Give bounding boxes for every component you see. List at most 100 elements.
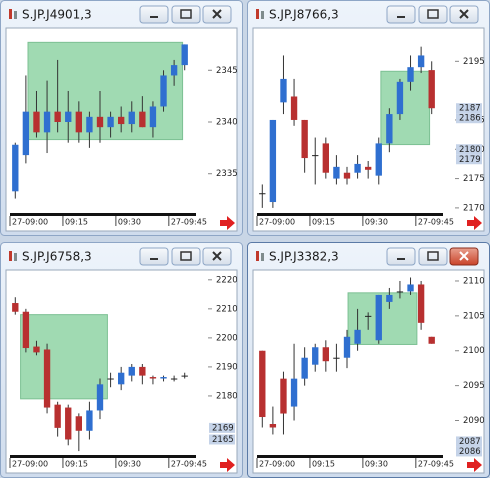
time-tick-label: 27-09:00 [259, 218, 295, 227]
candle-body [12, 144, 19, 192]
y-tick-label: 2110 [463, 276, 485, 286]
candle-body [170, 378, 178, 380]
chart-window: S.JP.J8766,3 27-09:00 09:15 09:30 27-09:45 21… [247, 0, 490, 236]
candle-body [396, 81, 404, 115]
candle-body [269, 424, 277, 428]
candle-body [118, 116, 125, 125]
y-tick-label: 2190 [216, 362, 238, 372]
scroll-arrow[interactable] [220, 216, 235, 230]
candle-body [301, 357, 308, 379]
price-label: 2180 [459, 145, 481, 155]
candle-body [118, 372, 125, 385]
candle-body [280, 78, 287, 103]
candle-body [375, 294, 382, 341]
window-title: S.JP.J6758,3 [22, 250, 92, 264]
restore-icon [427, 9, 439, 19]
y-tick-label: 2170 [463, 203, 485, 213]
candle-body [149, 377, 157, 379]
time-axis-bar [257, 213, 443, 216]
time-tick-label: 09:30 [365, 218, 388, 227]
candle-body [312, 347, 319, 365]
candle-body [259, 350, 266, 418]
minimize-button[interactable] [386, 247, 416, 266]
candle-body [386, 114, 393, 144]
chart-window: S.JP.J4901,3 27-09:00 09:15 09:30 27-09:45 23… [0, 0, 243, 236]
chart-area [252, 27, 485, 232]
window-icon [256, 9, 259, 19]
candle-body [343, 172, 351, 179]
candle-body [65, 111, 72, 122]
candle-body [22, 311, 30, 349]
y-tick-label: 2100 [463, 346, 485, 356]
candle-body [65, 407, 72, 440]
candle-body [139, 366, 146, 376]
minimize-button[interactable] [139, 247, 169, 266]
time-tick-label: 27-09:45 [418, 218, 454, 227]
candle-body [333, 166, 340, 179]
time-tick-label: 09:15 [65, 460, 88, 469]
price-label: 2165 [212, 435, 234, 445]
time-tick-label: 27-09:00 [12, 460, 48, 469]
candle-body [96, 116, 104, 128]
minimize-icon [397, 16, 405, 18]
window-icon [9, 9, 12, 19]
restore-icon [427, 251, 439, 261]
candle-body [86, 410, 93, 431]
scroll-arrow[interactable] [467, 216, 482, 230]
restore-button[interactable] [418, 5, 448, 24]
candle-body [75, 111, 82, 133]
candle-body [396, 291, 404, 293]
price-label-box [456, 446, 482, 457]
candle-body [160, 75, 167, 107]
minimize-button[interactable] [139, 5, 169, 24]
y-tick-label: 2095 [463, 381, 485, 391]
candle-body [301, 119, 308, 159]
candle-body [428, 336, 435, 344]
price-label-box [456, 144, 482, 155]
minimize-button[interactable] [386, 5, 416, 24]
window-icon [9, 251, 12, 261]
candle-body [280, 378, 287, 414]
candle-body [33, 111, 40, 133]
candle-body [354, 329, 361, 344]
restore-button[interactable] [418, 247, 448, 266]
scroll-arrow[interactable] [220, 458, 235, 472]
highlight-zone [347, 292, 418, 345]
y-tick-label: 2220 [216, 275, 238, 285]
candle-body [365, 166, 372, 170]
y-tick-label: 2340 [216, 118, 238, 128]
time-tick-label: 27-09:00 [259, 460, 295, 469]
window-icon [14, 11, 17, 19]
candle-body [290, 96, 298, 120]
time-tick-label: 27-09:00 [12, 218, 48, 227]
close-icon [212, 9, 222, 19]
time-tick-label: 27-09:45 [171, 460, 207, 469]
price-label: 2086 [459, 447, 481, 457]
candle-body [139, 111, 146, 128]
candle-body [181, 44, 188, 66]
candle-body [312, 155, 319, 157]
restore-button[interactable] [171, 5, 201, 24]
price-label-box [209, 434, 235, 445]
close-icon [459, 251, 469, 261]
time-tick-label: 09:30 [365, 460, 388, 469]
y-tick-label: 2345 [216, 66, 238, 76]
price-label-box [456, 436, 482, 447]
candle-body [417, 284, 425, 323]
scroll-arrow[interactable] [467, 458, 482, 472]
price-label-box [456, 113, 482, 124]
close-icon [212, 251, 222, 261]
candle-body [160, 377, 167, 379]
restore-button[interactable] [171, 247, 201, 266]
price-label: 2187 [459, 104, 481, 114]
candle-body [86, 116, 93, 133]
time-tick-label: 09:30 [118, 218, 141, 227]
candle-body [333, 357, 340, 359]
price-label-box [456, 154, 482, 165]
y-tick-label: 2210 [216, 304, 238, 314]
window-icon [14, 253, 17, 261]
y-tick-label: 2335 [216, 169, 238, 179]
y-tick-label: 2195 [463, 57, 485, 67]
window-title: S.JP.J3382,3 [269, 250, 339, 264]
y-tick-label: 2090 [463, 416, 485, 426]
